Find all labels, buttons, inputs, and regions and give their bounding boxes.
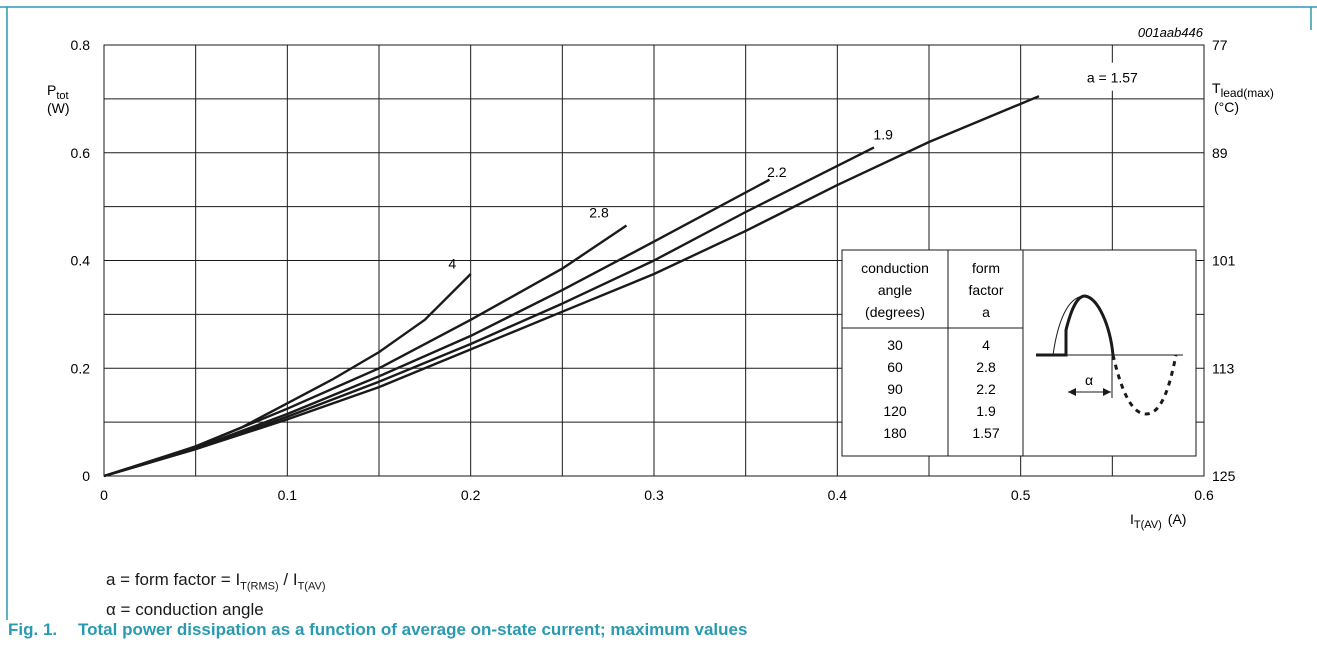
x-tick-label: 0.4 <box>828 487 848 503</box>
series-curves <box>103 95 1040 478</box>
x-tick-label: 0 <box>100 487 108 503</box>
inset-col1-header-line2: angle <box>878 282 912 298</box>
y-axis-unit: (W) <box>47 100 70 116</box>
series-label: 1.9 <box>873 126 893 142</box>
y-tick-label: 0.6 <box>71 145 91 161</box>
series-label: a = 1.57 <box>1087 70 1138 86</box>
series-label: 2.2 <box>767 164 787 180</box>
inset-row-2-angle: 60 <box>887 359 903 375</box>
inset-row-2-factor: 2.8 <box>976 359 996 375</box>
y-axis-label: Ptot <box>47 82 69 102</box>
figure-caption: Fig. 1. Total power dissipation as a func… <box>8 620 747 640</box>
waveform-negative-half <box>1111 354 1178 416</box>
y-tick-labels: 0 0.2 0.4 0.6 0.8 <box>71 37 91 484</box>
inset-col2-header-line3: a <box>982 304 990 320</box>
figure-id-label: 001aab446 <box>1138 25 1204 40</box>
y2-tick-label: 101 <box>1212 253 1236 269</box>
inset-row-5-angle: 180 <box>883 425 907 441</box>
alpha-label: α <box>1085 372 1093 388</box>
series-label: 4 <box>448 256 456 272</box>
inset-row-5-factor: 1.57 <box>972 425 999 441</box>
inset-row-3-angle: 90 <box>887 381 903 397</box>
alpha-arrowhead-right <box>1103 388 1111 396</box>
series-labels: 4 2.8 2.2 1.9 a = 1.57 <box>448 62 1159 272</box>
series-label-background <box>1066 62 1159 91</box>
x-tick-label: 0.2 <box>461 487 481 503</box>
inset-col2-header-line1: form <box>972 260 1000 276</box>
y2-tick-labels: 125 113 101 89 77 <box>1212 37 1236 484</box>
x-tick-labels: 0 0.1 0.2 0.3 0.4 0.5 0.6 <box>100 487 1214 503</box>
y-tick-label: 0.2 <box>71 360 91 376</box>
inset-table: conduction angle (degrees) form factor a… <box>841 249 1197 457</box>
series-line <box>103 224 628 478</box>
y2-tick-label: 77 <box>1212 37 1228 53</box>
legend-notes: a = form factor = IT(RMS) / IT(AV) α = c… <box>106 568 325 622</box>
series-line <box>103 178 771 478</box>
series-line <box>103 146 875 478</box>
figure-title: Total power dissipation as a function of… <box>78 620 748 639</box>
plot-frame <box>103 44 1205 477</box>
series-line <box>103 95 1040 478</box>
y-tick-label: 0.8 <box>71 37 91 53</box>
inset-frame <box>841 249 1197 457</box>
form-factor-note: a = form factor = IT(RMS) / IT(AV) <box>106 570 326 593</box>
inset-row-1-factor: 4 <box>982 337 990 353</box>
y2-tick-label: 125 <box>1212 468 1236 484</box>
inset-col1-header-line1: conduction <box>861 260 929 276</box>
waveform-conducting-pulse <box>1036 294 1115 357</box>
x-tick-label: 0.3 <box>644 487 664 503</box>
alpha-arrowhead-left <box>1068 388 1076 396</box>
inset-row-4-factor: 1.9 <box>976 403 996 419</box>
y2-axis-unit: (°C) <box>1214 99 1239 115</box>
x-tick-label: 0.6 <box>1194 487 1214 503</box>
inset-col1-header-line3: (degrees) <box>865 304 925 320</box>
figure-number: Fig. 1. <box>8 620 58 639</box>
x-tick-label: 0.5 <box>1011 487 1031 503</box>
inset-row-1-angle: 30 <box>887 337 903 353</box>
y2-tick-label: 113 <box>1212 360 1235 376</box>
x-axis-label: IT(AV) (A) <box>1130 511 1186 531</box>
inset-row-4-angle: 120 <box>883 403 907 419</box>
y-tick-label: 0.4 <box>71 253 91 269</box>
alpha-note: α = conduction angle <box>106 600 264 620</box>
y-tick-label: 0 <box>82 468 90 484</box>
inset-col2-header-line2: factor <box>968 282 1003 298</box>
y2-axis-label: Tlead(max) <box>1212 80 1274 100</box>
series-label: 2.8 <box>589 204 609 220</box>
inset-row-3-factor: 2.2 <box>976 381 996 397</box>
x-tick-label: 0.1 <box>278 487 298 503</box>
y2-tick-label: 89 <box>1212 145 1228 161</box>
